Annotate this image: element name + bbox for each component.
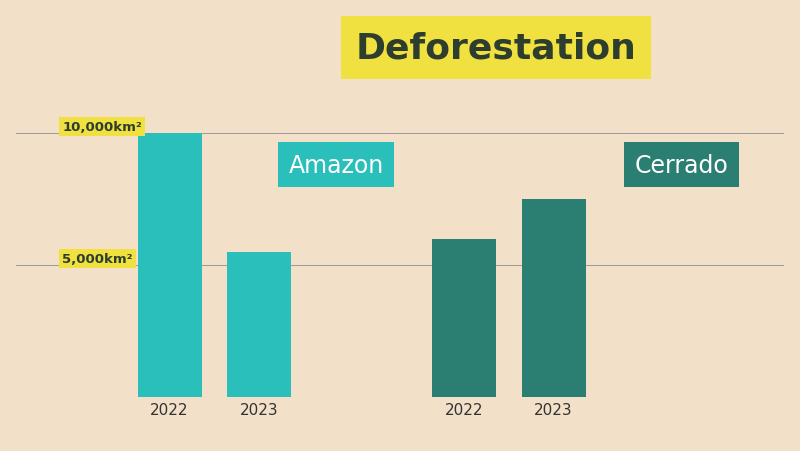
Bar [432,239,496,397]
Text: 5,000km²: 5,000km² [62,253,133,265]
Text: Deforestation: Deforestation [355,32,637,65]
Text: Cerrado: Cerrado [634,153,729,177]
Bar [522,200,586,397]
Text: Amazon: Amazon [288,153,384,177]
Text: 10,000km²: 10,000km² [62,121,142,134]
Bar [227,252,291,397]
Bar [138,134,202,397]
